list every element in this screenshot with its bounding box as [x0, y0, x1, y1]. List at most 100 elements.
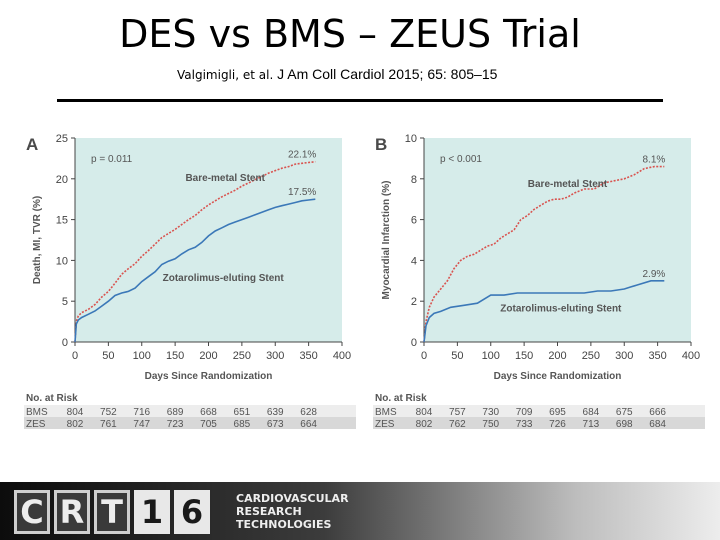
at-risk-row-label: ZES	[375, 419, 395, 430]
tagline-line: TECHNOLOGIES	[236, 518, 332, 531]
at-risk-value: 666	[649, 407, 666, 418]
panel-letter: A	[26, 135, 38, 154]
at-risk-value: 628	[300, 407, 317, 418]
series-annotation: Zotarolimus-eluting Stent	[500, 303, 622, 314]
x-tick-label: 200	[199, 350, 217, 362]
at-risk-value: 709	[516, 407, 533, 418]
y-tick-label: 5	[62, 296, 68, 308]
footer-tagline: CARDIOVASCULAR RESEARCH TECHNOLOGIES	[236, 492, 349, 531]
x-tick-label: 100	[133, 350, 151, 362]
at-risk-value: 698	[616, 419, 633, 430]
x-axis-title: Days Since Randomization	[494, 371, 622, 382]
at-risk-value: 705	[200, 419, 217, 430]
p-value: p = 0.011	[91, 154, 133, 165]
at-risk-row-bg	[373, 405, 705, 417]
at-risk-value: 684	[583, 407, 600, 418]
x-axis-title: Days Since Randomization	[145, 371, 273, 382]
at-risk-value: 802	[67, 419, 84, 430]
y-tick-label: 20	[56, 174, 68, 186]
at-risk-row-label: ZES	[26, 419, 46, 430]
at-risk-value: 716	[133, 407, 150, 418]
y-tick-label: 0	[62, 337, 68, 349]
crt-logo: C R T 1 6	[14, 490, 210, 534]
logo-letter: T	[94, 490, 130, 534]
at-risk-value: 664	[300, 419, 317, 430]
at-risk-value: 668	[200, 407, 217, 418]
x-tick-label: 250	[582, 350, 600, 362]
at-risk-row-label: BMS	[375, 407, 397, 418]
at-risk-value: 639	[267, 407, 284, 418]
at-risk-value: 762	[449, 419, 466, 430]
series-annotation: Zotarolimus-eluting Stent	[163, 273, 285, 284]
bms-curve	[74, 160, 316, 343]
at-risk-value: 685	[234, 419, 251, 430]
series-annotation: Bare-metal Stent	[528, 179, 608, 190]
at-risk-value: 747	[133, 419, 150, 430]
at-risk-header: No. at Risk	[375, 393, 427, 404]
subtitle-journal: J Am Coll Cardiol 2015; 65: 805–15	[273, 66, 498, 82]
zes-curve	[74, 198, 316, 343]
zes-curve	[423, 280, 665, 343]
end-value-label: 22.1%	[288, 150, 316, 161]
at-risk-value: 675	[616, 407, 633, 418]
x-tick-label: 400	[333, 350, 351, 362]
logo-letter: R	[54, 490, 90, 534]
at-risk-value: 804	[416, 407, 433, 418]
at-risk-row-bg	[373, 417, 705, 429]
x-tick-label: 50	[102, 350, 114, 362]
at-risk-value: 695	[549, 407, 566, 418]
at-risk-value: 752	[100, 407, 117, 418]
at-risk-value: 673	[267, 419, 284, 430]
end-value-label: 8.1%	[643, 155, 666, 166]
logo-letter: C	[14, 490, 50, 534]
at-risk-value: 684	[649, 419, 666, 430]
footer-banner: C R T 1 6 CARDIOVASCULAR RESEARCH TECHNO…	[0, 482, 720, 540]
y-tick-label: 15	[56, 215, 68, 227]
at-risk-value: 757	[449, 407, 466, 418]
at-risk-value: 723	[167, 419, 184, 430]
series-annotation: Bare-metal Stent	[185, 173, 265, 184]
at-risk-header: No. at Risk	[26, 393, 78, 404]
at-risk-value: 726	[549, 419, 566, 430]
x-tick-label: 150	[166, 350, 184, 362]
y-tick-label: 10	[56, 255, 68, 267]
at-risk-value: 730	[482, 407, 499, 418]
y-tick-label: 0	[411, 337, 417, 349]
x-tick-label: 0	[72, 350, 78, 362]
slide-subtitle: Valgimigli, et al. J Am Coll Cardiol 201…	[177, 66, 497, 82]
at-risk-value: 689	[167, 407, 184, 418]
at-risk-value: 802	[416, 419, 433, 430]
at-risk-value: 713	[583, 419, 600, 430]
at-risk-row-bg	[24, 405, 356, 417]
x-tick-label: 350	[299, 350, 317, 362]
p-value: p < 0.001	[440, 154, 482, 165]
at-risk-row-label: BMS	[26, 407, 48, 418]
logo-digit: 1	[134, 490, 170, 534]
y-axis-title: Myocardial Infarction (%)	[381, 181, 392, 300]
y-tick-label: 10	[405, 133, 417, 145]
y-tick-label: 8	[411, 174, 417, 186]
y-tick-label: 6	[411, 215, 417, 227]
tagline-line: CARDIOVASCULAR	[236, 492, 349, 505]
y-axis-title: Death, MI, TVR (%)	[32, 196, 43, 284]
bms-curve	[423, 165, 665, 343]
x-tick-label: 300	[266, 350, 284, 362]
tagline-line: RESEARCH	[236, 505, 302, 518]
logo-digit: 6	[174, 490, 210, 534]
plot-area	[424, 138, 691, 342]
plot-area	[75, 138, 342, 342]
x-tick-label: 250	[233, 350, 251, 362]
at-risk-value: 761	[100, 419, 117, 430]
subtitle-authors: Valgimigli, et al.	[177, 68, 274, 82]
x-tick-label: 350	[648, 350, 666, 362]
at-risk-value: 651	[234, 407, 251, 418]
x-tick-label: 150	[515, 350, 533, 362]
x-tick-label: 300	[615, 350, 633, 362]
at-risk-value: 733	[516, 419, 533, 430]
at-risk-value: 750	[482, 419, 499, 430]
x-tick-label: 400	[682, 350, 700, 362]
y-tick-label: 2	[411, 296, 417, 308]
x-tick-label: 50	[451, 350, 463, 362]
